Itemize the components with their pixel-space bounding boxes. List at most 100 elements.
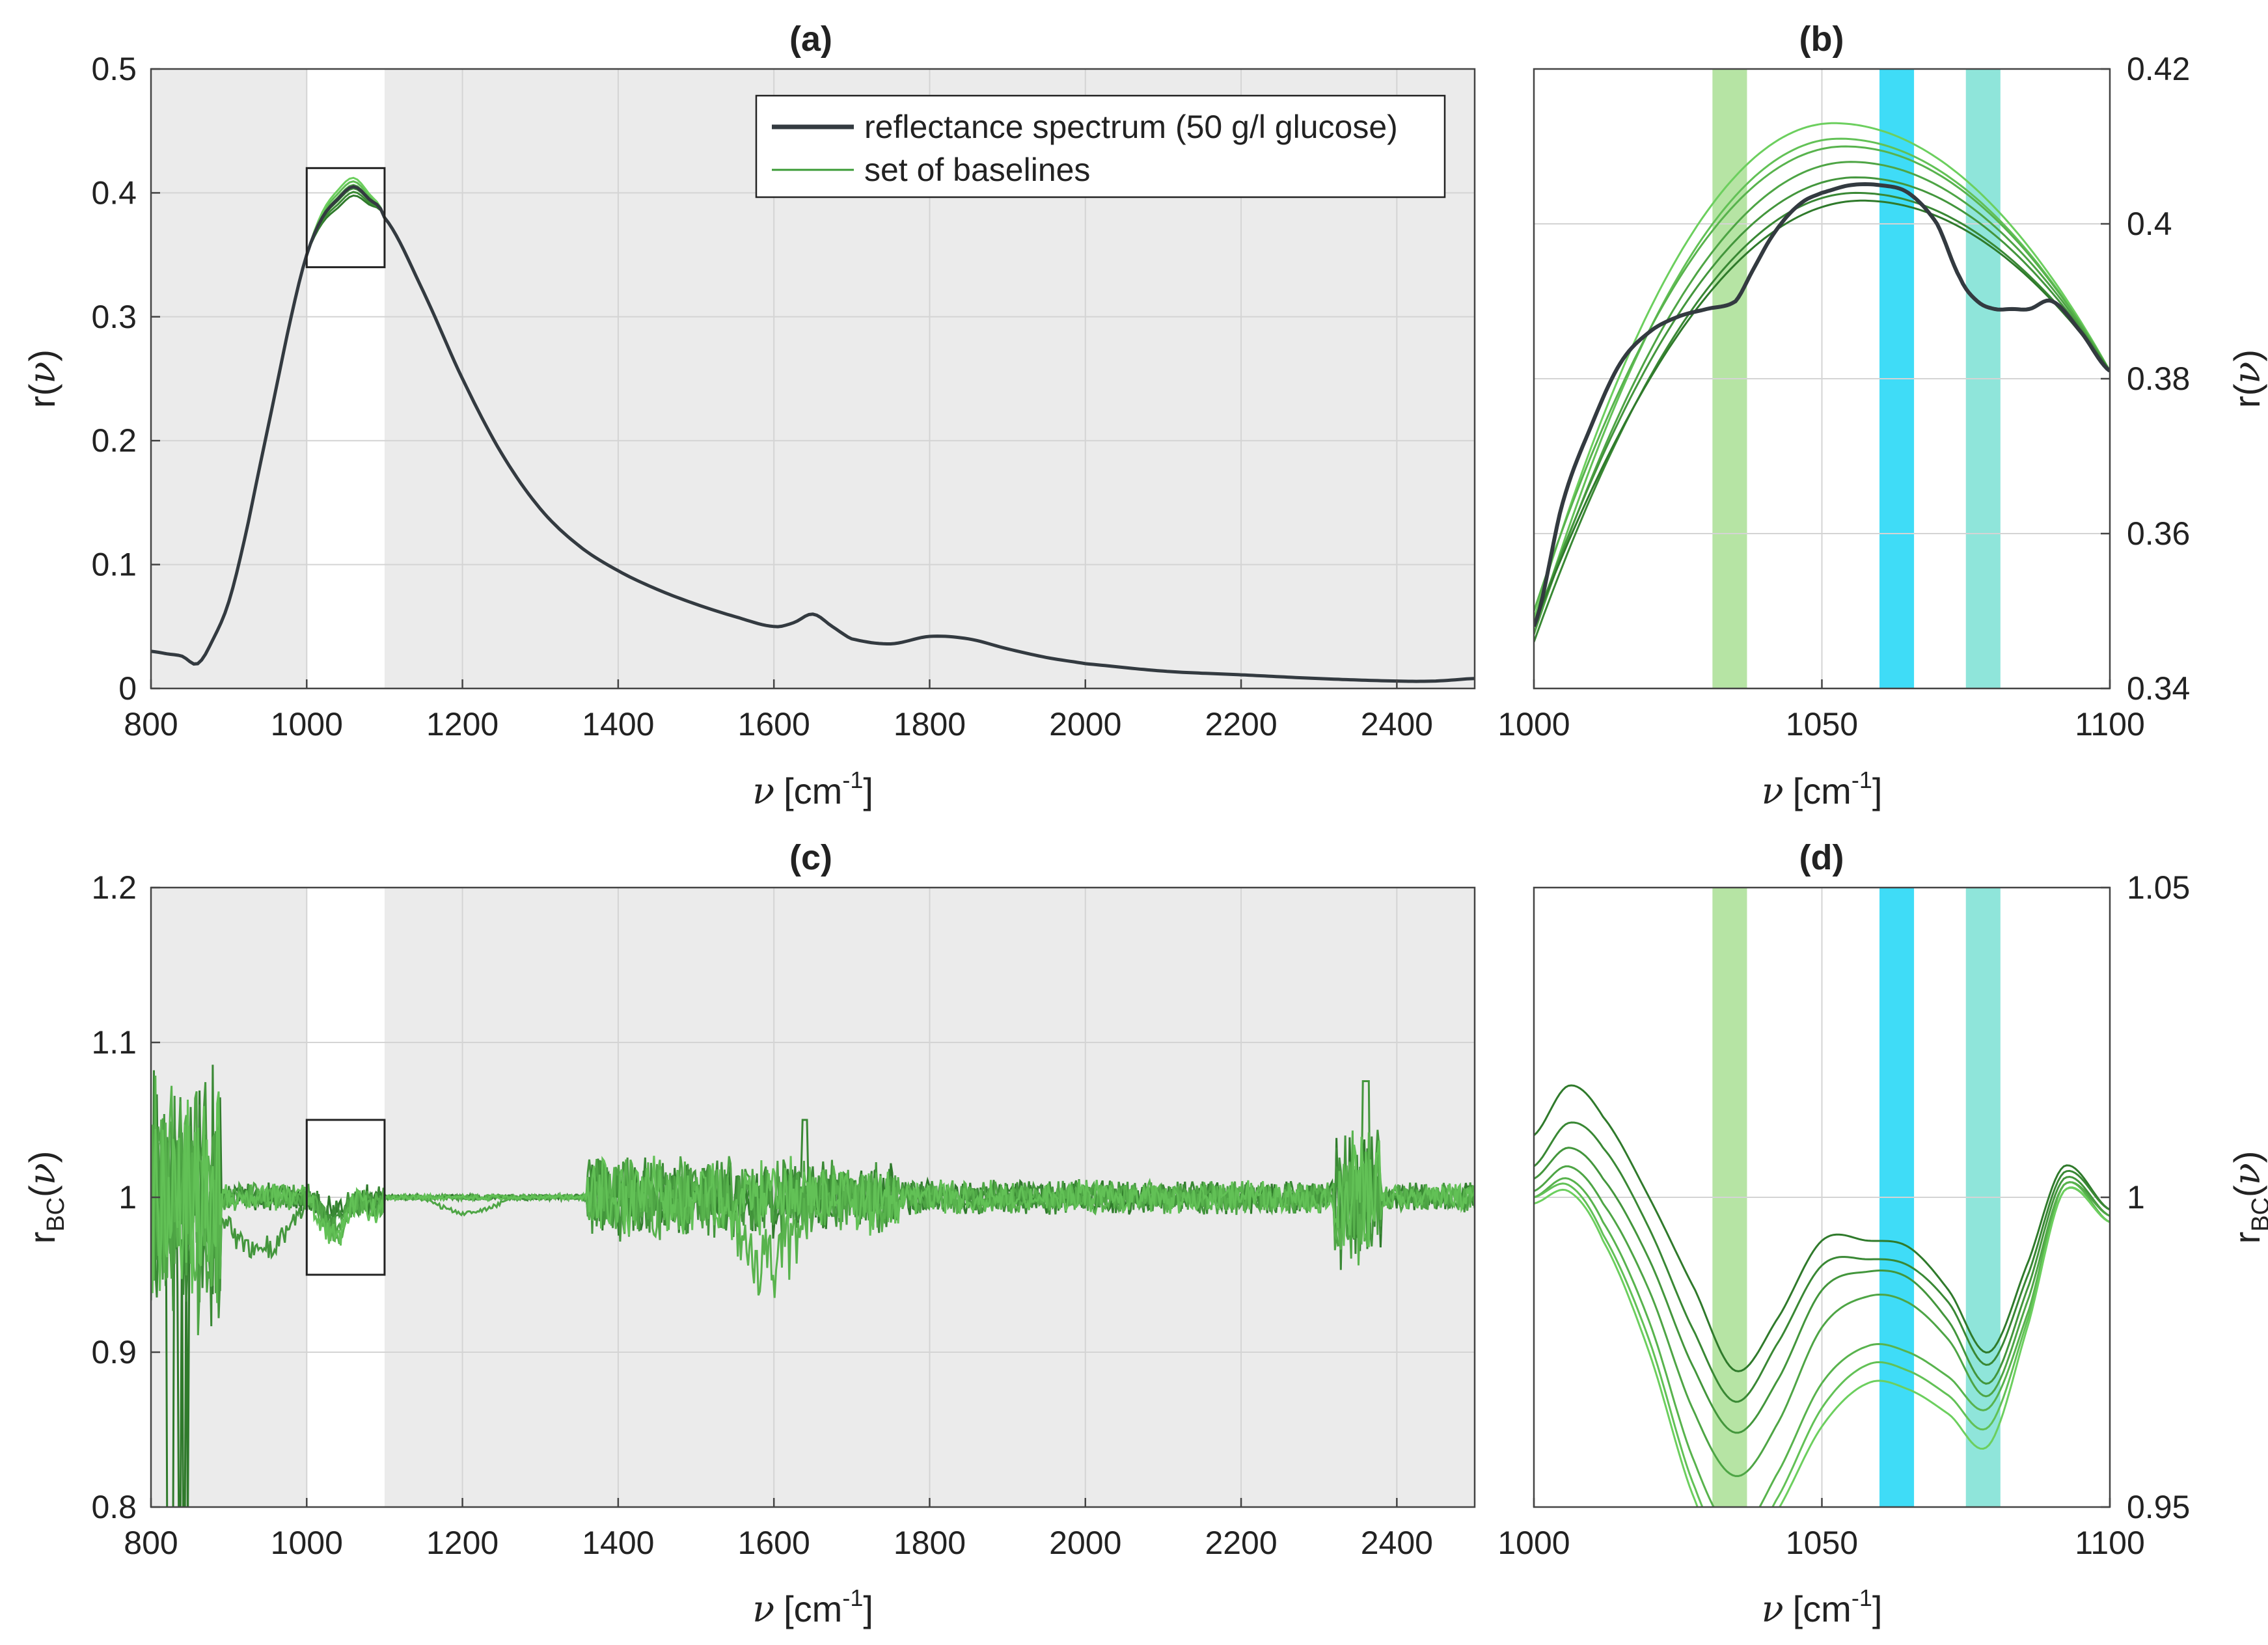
y-tick-label: 0.95 xyxy=(2127,1489,2190,1525)
x-axis-label-superscript: -1 xyxy=(1851,1584,1872,1611)
x-axis-label: ν [cm-1] xyxy=(752,767,873,813)
x-axis-label-symbol: ν xyxy=(752,1588,774,1631)
corrected-spectrum-line xyxy=(151,1091,1475,1294)
x-axis-label-unit: [cm xyxy=(1793,770,1851,811)
zoom-box xyxy=(305,167,386,269)
y-tick-label: 0 xyxy=(118,670,137,707)
y-axis-label-symbol: r xyxy=(21,1232,62,1244)
x-tick-label: 1100 xyxy=(2075,706,2145,742)
x-tick-label: 1000 xyxy=(271,706,343,742)
y-tick-label: 0.34 xyxy=(2127,670,2190,707)
y-tick-label: 0.4 xyxy=(2127,206,2172,242)
x-tick-label: 1000 xyxy=(1497,1525,1570,1561)
series-group xyxy=(151,176,1475,683)
panel-title: (a) xyxy=(789,20,832,59)
y-tick-label: 0.5 xyxy=(91,51,137,87)
legend-label-1: reflectance spectrum (50 g/l glucose) xyxy=(864,109,1398,145)
x-axis-label-close: ] xyxy=(1872,1588,1883,1629)
x-tick-label: 1600 xyxy=(738,706,810,742)
panel-title: (b) xyxy=(1799,20,1844,59)
y-axis-label-open: ( xyxy=(2226,1185,2267,1197)
y-axis-label-symbol: r xyxy=(2226,1232,2267,1244)
x-axis-label: ν [cm-1] xyxy=(752,1584,873,1631)
corrected-spectrum-line xyxy=(1534,1182,2110,1507)
x-axis-label-unit: [cm xyxy=(784,770,842,811)
x-tick-label: 1050 xyxy=(1786,706,1858,742)
baseline-line xyxy=(1534,161,2110,635)
legend-label-2: set of baselines xyxy=(864,152,1090,188)
series-group xyxy=(1534,122,2110,643)
panel-c: 800 1000 1200 1400 1600 1800 2000 2200 2400 0.8 0.… xyxy=(21,838,1476,1631)
corrected-spectrum-line xyxy=(1534,1177,2110,1507)
x-axis-label-unit: [cm xyxy=(1793,1588,1851,1629)
y-axis-label-var: ν xyxy=(21,362,64,384)
y-tick-label: 0.4 xyxy=(91,174,137,211)
y-tick-label: 1 xyxy=(2127,1179,2145,1216)
x-axis-label-superscript: -1 xyxy=(1851,767,1872,793)
x-tick-label: 1200 xyxy=(426,1525,499,1561)
x-axis-label-symbol: ν xyxy=(752,770,774,813)
series-group xyxy=(151,1065,1475,1507)
x-tick-label: 2000 xyxy=(1049,706,1121,742)
y-tick-label: 0.9 xyxy=(91,1334,137,1370)
y-axis-label-close: ) xyxy=(2226,1151,2267,1163)
x-tick-label: 1400 xyxy=(582,706,654,742)
x-tick-label: 1400 xyxy=(582,1525,654,1561)
panel-a: 800 1000 1200 1400 1600 1800 2000 2200 2400 0 0.1 0… xyxy=(21,20,1476,813)
y-tick-label: 1 xyxy=(118,1179,137,1216)
baseline-line xyxy=(1534,199,2110,627)
panel-title: (c) xyxy=(789,838,832,877)
corrected-spectrum-line xyxy=(1534,1165,2110,1477)
y-tick-label: 0.1 xyxy=(91,547,137,583)
x-tick-label: 1000 xyxy=(271,1525,343,1561)
y-axis-label-close: ) xyxy=(21,349,62,362)
x-axis-label-symbol: ν xyxy=(1762,770,1784,813)
panel-title: (d) xyxy=(1799,838,1844,877)
y-tick-label: 1.1 xyxy=(91,1024,137,1061)
y-axis-label: rBC(ν) xyxy=(21,1151,70,1244)
axes-frame xyxy=(150,68,1476,690)
x-axis-label: ν [cm-1] xyxy=(1762,1584,1883,1631)
legend: reflectance spectrum (50 g/l glucose) set… xyxy=(755,94,1446,198)
x-tick-label: 1800 xyxy=(894,706,966,742)
series-group xyxy=(1534,1084,2110,1507)
baseline-line xyxy=(1534,145,2110,612)
y-tick-label: 0.38 xyxy=(2127,360,2190,397)
corrected-spectrum-line xyxy=(1534,1147,2110,1434)
y-axis-label-subscript: BC xyxy=(42,1197,70,1232)
y-axis-label-var: ν xyxy=(2226,362,2268,384)
highlight-region xyxy=(307,69,385,688)
x-axis-label-symbol: ν xyxy=(1762,1588,1784,1631)
y-axis-label-var: ν xyxy=(2226,1163,2268,1185)
spectrum-line xyxy=(151,185,1475,683)
y-axis-label: r(ν) xyxy=(21,349,64,408)
x-tick-label: 2400 xyxy=(1361,706,1433,742)
y-axis-label: rBC(ν) xyxy=(2226,1151,2268,1244)
x-axis-label-superscript: -1 xyxy=(842,767,863,793)
x-tick-label: 2200 xyxy=(1205,706,1277,742)
x-tick-label: 2400 xyxy=(1361,1525,1433,1561)
y-tick-label: 0.36 xyxy=(2127,515,2190,552)
y-tick-label: 0.2 xyxy=(91,422,137,459)
x-axis-label-close: ] xyxy=(1872,770,1883,811)
x-tick-label: 1100 xyxy=(2075,1525,2145,1561)
x-tick-label: 1600 xyxy=(738,1525,810,1561)
y-tick-label: 0.3 xyxy=(91,299,137,335)
zoom-box xyxy=(305,1119,386,1276)
spectrum-line xyxy=(1534,182,2110,627)
x-axis-label-close: ] xyxy=(863,770,873,811)
corrected-spectrum-line xyxy=(1534,1084,2110,1372)
x-tick-label: 800 xyxy=(124,706,178,742)
y-axis-label-subscript: BC xyxy=(2247,1197,2268,1232)
y-axis-label-symbol: r( xyxy=(21,383,62,408)
x-tick-label: 1050 xyxy=(1786,1525,1858,1561)
y-tick-label: 0.42 xyxy=(2127,51,2190,87)
y-tick-label: 1.2 xyxy=(91,869,137,906)
x-axis-label-superscript: -1 xyxy=(842,1584,863,1611)
y-tick-label: 1.05 xyxy=(2127,869,2190,906)
legend-box xyxy=(755,94,1446,198)
y-axis-label-var: ν xyxy=(21,1163,64,1185)
